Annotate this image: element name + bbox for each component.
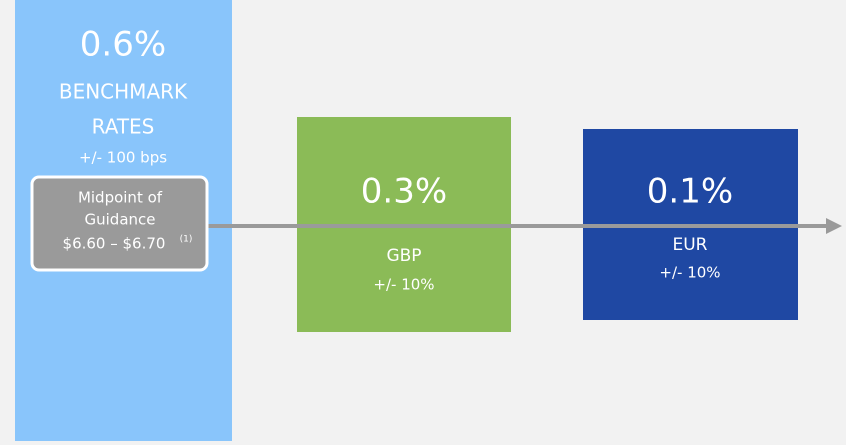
guidance-line: Midpoint of — [78, 189, 163, 207]
guidance-line: Guidance — [85, 211, 156, 229]
arrow-head — [826, 218, 842, 234]
guidance-box — [30, 175, 209, 272]
benchmark-value: 0.6% — [80, 25, 166, 65]
benchmark-label-line: BENCHMARK — [59, 80, 188, 104]
gbp-label: GBP — [386, 246, 421, 266]
gbp-value: 0.3% — [361, 172, 447, 212]
eur-sub: +/- 10% — [659, 264, 720, 282]
benchmark-sub: +/- 100 bps — [79, 149, 167, 167]
guidance-range: $6.60 – $6.70 — [63, 235, 166, 253]
guidance-note: (1) — [180, 235, 193, 245]
gbp-sub: +/- 10% — [373, 276, 434, 294]
eur-label: EUR — [673, 235, 708, 255]
benchmark-label-line: RATES — [92, 115, 155, 139]
eur-value: 0.1% — [647, 172, 733, 212]
